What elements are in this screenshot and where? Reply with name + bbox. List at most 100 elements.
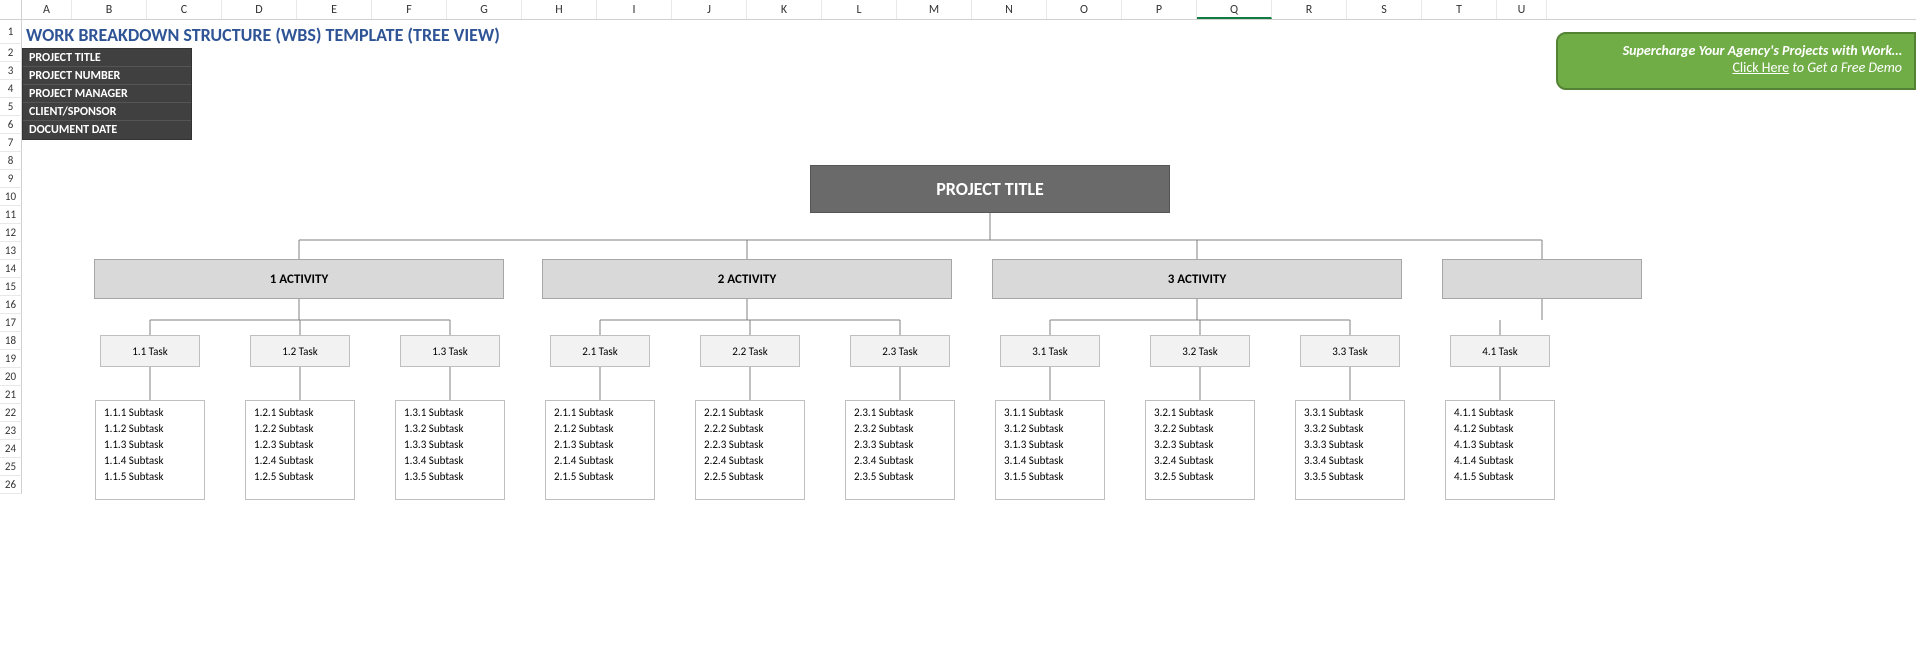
col-header-P[interactable]: P [1122, 0, 1197, 19]
row-header-12[interactable]: 12 [0, 224, 22, 242]
task-node[interactable]: 3.3 Task [1300, 335, 1400, 367]
col-header-S[interactable]: S [1347, 0, 1422, 19]
task-node[interactable]: 1.3 Task [400, 335, 500, 367]
root-node[interactable]: PROJECT TITLE [810, 165, 1170, 213]
subtask-item: 3.2.5 Subtask [1154, 469, 1246, 485]
row-header-24[interactable]: 24 [0, 440, 22, 458]
row-header-20[interactable]: 20 [0, 368, 22, 386]
subtask-item: 1.2.1 Subtask [254, 405, 346, 421]
col-header-F[interactable]: F [372, 0, 447, 19]
row-header-7[interactable]: 7 [0, 134, 22, 152]
row-header-22[interactable]: 22 [0, 404, 22, 422]
subtask-item: 2.1.2 Subtask [554, 421, 646, 437]
info-row: PROJECT NUMBER [23, 67, 191, 85]
row-header-9[interactable]: 9 [0, 170, 22, 188]
subtask-item: 3.1.1 Subtask [1004, 405, 1096, 421]
activity-node[interactable]: 1 ACTIVITY [94, 259, 504, 299]
subtask-item: 4.1.1 Subtask [1454, 405, 1546, 421]
subtask-box[interactable]: 1.3.1 Subtask1.3.2 Subtask1.3.3 Subtask1… [395, 400, 505, 500]
subtask-item: 1.3.3 Subtask [404, 437, 496, 453]
row-header-13[interactable]: 13 [0, 242, 22, 260]
activity-node[interactable] [1442, 259, 1642, 299]
row-header-26[interactable]: 26 [0, 476, 22, 494]
subtask-item: 3.3.5 Subtask [1304, 469, 1396, 485]
activity-node[interactable]: 2 ACTIVITY [542, 259, 952, 299]
row-header-2[interactable]: 2 [0, 44, 22, 62]
info-row: DOCUMENT DATE [23, 121, 191, 139]
subtask-item: 2.2.1 Subtask [704, 405, 796, 421]
row-header-21[interactable]: 21 [0, 386, 22, 404]
banner-cta-link[interactable]: Click Here [1732, 59, 1789, 76]
subtask-item: 3.3.3 Subtask [1304, 437, 1396, 453]
col-header-L[interactable]: L [822, 0, 897, 19]
subtask-box[interactable]: 1.2.1 Subtask1.2.2 Subtask1.2.3 Subtask1… [245, 400, 355, 500]
subtask-box[interactable]: 2.2.1 Subtask2.2.2 Subtask2.2.3 Subtask2… [695, 400, 805, 500]
task-node[interactable]: 2.3 Task [850, 335, 950, 367]
row-header-3[interactable]: 3 [0, 62, 22, 80]
subtask-item: 1.3.5 Subtask [404, 469, 496, 485]
subtask-item: 2.3.4 Subtask [854, 453, 946, 469]
col-header-D[interactable]: D [222, 0, 297, 19]
row-header-1[interactable]: 1 [0, 20, 22, 44]
col-header-M[interactable]: M [897, 0, 972, 19]
row-header-25[interactable]: 25 [0, 458, 22, 476]
subtask-box[interactable]: 3.1.1 Subtask3.1.2 Subtask3.1.3 Subtask3… [995, 400, 1105, 500]
subtask-box[interactable]: 2.3.1 Subtask2.3.2 Subtask2.3.3 Subtask2… [845, 400, 955, 500]
task-node[interactable]: 2.1 Task [550, 335, 650, 367]
col-header-R[interactable]: R [1272, 0, 1347, 19]
row-header-16[interactable]: 16 [0, 296, 22, 314]
row-header-11[interactable]: 11 [0, 206, 22, 224]
col-header-N[interactable]: N [972, 0, 1047, 19]
row-header-18[interactable]: 18 [0, 332, 22, 350]
task-node[interactable]: 3.2 Task [1150, 335, 1250, 367]
subtask-item: 1.3.4 Subtask [404, 453, 496, 469]
sheet-content[interactable]: WORK BREAKDOWN STRUCTURE (WBS) TEMPLATE … [22, 20, 1916, 666]
col-header-C[interactable]: C [147, 0, 222, 19]
subtask-item: 1.2.5 Subtask [254, 469, 346, 485]
col-header-K[interactable]: K [747, 0, 822, 19]
task-node[interactable]: 2.2 Task [700, 335, 800, 367]
task-node[interactable]: 4.1 Task [1450, 335, 1550, 367]
subtask-box[interactable]: 1.1.1 Subtask1.1.2 Subtask1.1.3 Subtask1… [95, 400, 205, 500]
subtask-item: 3.2.3 Subtask [1154, 437, 1246, 453]
subtask-box[interactable]: 3.2.1 Subtask3.2.2 Subtask3.2.3 Subtask3… [1145, 400, 1255, 500]
col-header-T[interactable]: T [1422, 0, 1497, 19]
col-header-B[interactable]: B [72, 0, 147, 19]
subtask-item: 1.3.2 Subtask [404, 421, 496, 437]
subtask-item: 2.1.3 Subtask [554, 437, 646, 453]
col-header-I[interactable]: I [597, 0, 672, 19]
row-header-23[interactable]: 23 [0, 422, 22, 440]
subtask-item: 4.1.2 Subtask [1454, 421, 1546, 437]
task-node[interactable]: 1.1 Task [100, 335, 200, 367]
subtask-item: 3.2.2 Subtask [1154, 421, 1246, 437]
row-header-10[interactable]: 10 [0, 188, 22, 206]
task-node[interactable]: 3.1 Task [1000, 335, 1100, 367]
select-all-corner[interactable] [0, 0, 22, 19]
subtask-box[interactable]: 4.1.1 Subtask4.1.2 Subtask4.1.3 Subtask4… [1445, 400, 1555, 500]
col-header-Q[interactable]: Q [1197, 0, 1272, 19]
row-header-8[interactable]: 8 [0, 152, 22, 170]
col-header-U[interactable]: U [1497, 0, 1547, 19]
row-header-4[interactable]: 4 [0, 80, 22, 98]
col-header-G[interactable]: G [447, 0, 522, 19]
activity-node[interactable]: 3 ACTIVITY [992, 259, 1402, 299]
task-node[interactable]: 1.2 Task [250, 335, 350, 367]
row-header-15[interactable]: 15 [0, 278, 22, 296]
row-header-6[interactable]: 6 [0, 116, 22, 134]
col-header-O[interactable]: O [1047, 0, 1122, 19]
promo-banner[interactable]: Supercharge Your Agency's Projects with … [1556, 32, 1916, 90]
row-header-19[interactable]: 19 [0, 350, 22, 368]
spreadsheet: ABCDEFGHIJKLMNOPQRSTU 123456789101112131… [0, 0, 1916, 666]
col-header-E[interactable]: E [297, 0, 372, 19]
subtask-item: 1.1.3 Subtask [104, 437, 196, 453]
subtask-item: 4.1.4 Subtask [1454, 453, 1546, 469]
row-header-5[interactable]: 5 [0, 98, 22, 116]
subtask-box[interactable]: 2.1.1 Subtask2.1.2 Subtask2.1.3 Subtask2… [545, 400, 655, 500]
row-header-14[interactable]: 14 [0, 260, 22, 278]
row-header-17[interactable]: 17 [0, 314, 22, 332]
col-header-A[interactable]: A [22, 0, 72, 19]
col-header-J[interactable]: J [672, 0, 747, 19]
col-header-H[interactable]: H [522, 0, 597, 19]
subtask-item: 2.1.5 Subtask [554, 469, 646, 485]
subtask-box[interactable]: 3.3.1 Subtask3.3.2 Subtask3.3.3 Subtask3… [1295, 400, 1405, 500]
